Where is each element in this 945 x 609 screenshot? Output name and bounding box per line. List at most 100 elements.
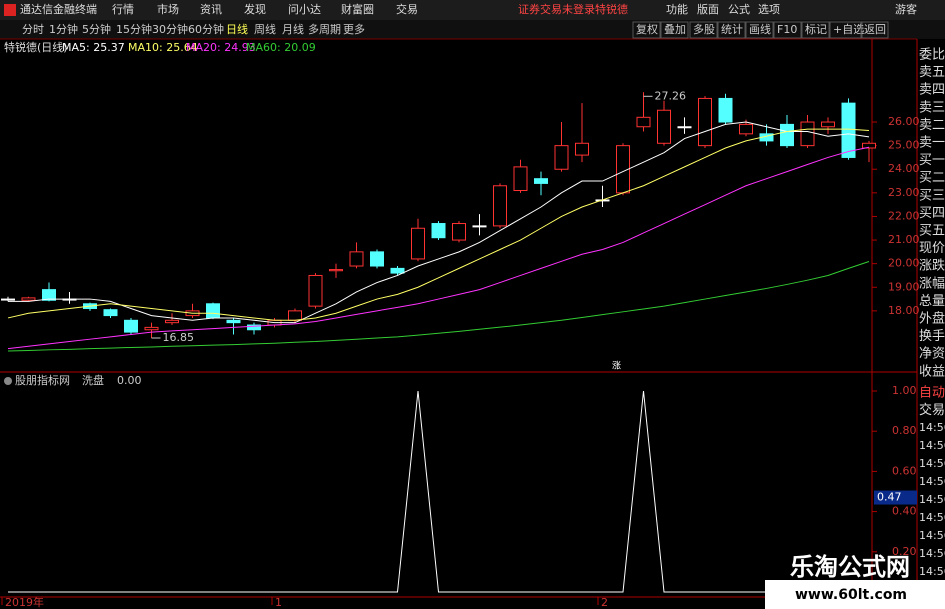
- period-tab[interactable]: 更多: [343, 22, 365, 36]
- y-tick-label: 0.80: [892, 424, 917, 437]
- toolbar-button[interactable]: F10: [777, 23, 797, 36]
- period-tab[interactable]: 15分钟: [116, 22, 152, 36]
- y-tick-label: 18.00: [888, 304, 920, 317]
- quote-label: 总量: [919, 294, 945, 309]
- quote-label: 卖四: [919, 83, 945, 98]
- tick-time: 14:56: [919, 475, 945, 488]
- trade-label: 自动: [919, 386, 945, 401]
- candle-body: [329, 269, 343, 272]
- quote-label: 买一: [919, 153, 945, 168]
- period-tab[interactable]: 多周期: [308, 22, 341, 36]
- menu-right[interactable]: 公式: [728, 3, 750, 16]
- period-tab[interactable]: 日线: [226, 22, 248, 36]
- app-name: 通达信金融终端: [20, 2, 97, 16]
- menu-item[interactable]: 交易: [396, 2, 418, 16]
- candle-body: [452, 223, 466, 241]
- candle-body: [390, 267, 405, 274]
- menu-right[interactable]: 功能: [666, 2, 688, 16]
- button-frame: [632, 21, 661, 39]
- menu-item[interactable]: 发现: [244, 2, 266, 16]
- quote-label: 委比: [919, 48, 945, 63]
- toolbar-button[interactable]: 叠加: [664, 23, 686, 36]
- ma-line: [7, 128, 870, 321]
- candle-body: [513, 166, 528, 191]
- tick-time: 14:56: [919, 511, 945, 524]
- candle-body: [575, 142, 589, 156]
- menu-right[interactable]: 选项: [758, 3, 780, 16]
- candle-body: [554, 145, 569, 170]
- toolbar-button[interactable]: +自选: [833, 23, 864, 36]
- candle-body: [411, 227, 425, 260]
- date-label: 1: [275, 596, 282, 609]
- indicator-line: [8, 390, 869, 593]
- date-label: 2: [601, 596, 608, 609]
- period-tab[interactable]: 5分钟: [82, 22, 111, 36]
- toolbar-button[interactable]: 返回: [864, 23, 886, 36]
- candle-body: [124, 319, 138, 333]
- y-tick-label: 26.00: [888, 115, 920, 128]
- y-tick-label: 24.00: [888, 162, 920, 175]
- y-tick-label: 20.00: [888, 257, 920, 270]
- ma-line: [7, 261, 870, 352]
- candle-body: [657, 109, 671, 144]
- ma-legend: MA10: 25.64: [128, 41, 198, 54]
- candle-body: [821, 121, 835, 128]
- tick-time: 14:56: [919, 529, 945, 542]
- menu-item[interactable]: 行情: [112, 3, 134, 16]
- candle-body: [308, 274, 323, 307]
- toolbar-button[interactable]: 标记: [805, 22, 827, 36]
- tick-time: 14:56: [919, 493, 945, 506]
- period-tab[interactable]: 60分钟: [188, 22, 224, 36]
- toolbar-button[interactable]: 画线: [749, 22, 771, 36]
- y-tick-label: 25.00: [888, 139, 920, 152]
- period-tab[interactable]: 月线: [282, 22, 304, 36]
- tick-time: 14:56: [919, 547, 945, 560]
- quote-label: 卖一: [919, 136, 945, 151]
- candle-body: [698, 97, 712, 147]
- toolbar-button[interactable]: 多股: [693, 22, 715, 36]
- y-tick-label: 1.00: [892, 384, 917, 397]
- menu-item[interactable]: 财富圈: [341, 2, 374, 16]
- button-frame: [801, 21, 830, 39]
- candle-body: [21, 297, 36, 301]
- toolbar-button[interactable]: 统计: [721, 23, 743, 36]
- candle-body: [165, 319, 179, 324]
- menu-item[interactable]: 问小达: [288, 3, 321, 16]
- menu-item[interactable]: 资讯: [200, 3, 222, 16]
- indicator-name: 洗盘: [82, 373, 104, 387]
- period-tab[interactable]: 分时: [22, 23, 44, 36]
- candle-body: [103, 309, 118, 317]
- cursor-label: 0.47: [877, 491, 902, 504]
- quote-label: 涨幅: [919, 276, 945, 291]
- candle-body: [349, 251, 364, 267]
- period-tab[interactable]: 1分钟: [49, 22, 78, 36]
- y-tick-label: 23.00: [888, 186, 920, 199]
- y-tick-label: 19.00: [888, 280, 920, 293]
- button-frame: [660, 21, 689, 39]
- quote-label: 买三: [919, 188, 945, 203]
- rise-marker: 涨: [612, 361, 621, 372]
- button-frame: [773, 21, 802, 39]
- candle-body: [472, 225, 487, 228]
- toolbar-button[interactable]: 复权: [636, 22, 658, 36]
- ma-legend: MA60: 20.09: [246, 41, 316, 54]
- quote-label: 买四: [919, 206, 945, 221]
- candle-body: [677, 126, 692, 129]
- quote-label: 卖二: [919, 118, 945, 133]
- period-tab[interactable]: 周线: [254, 22, 276, 36]
- quote-label: 买二: [919, 171, 945, 186]
- quote-label: 现价: [919, 241, 945, 256]
- menu-right[interactable]: 版面: [697, 2, 719, 16]
- indicator-value: 0.00: [117, 374, 142, 387]
- quote-label: 卖三: [919, 100, 945, 115]
- quote-label: 外盘: [919, 311, 945, 327]
- ma-legend: MA5: 25.37: [62, 41, 125, 54]
- y-tick-label: 0.60: [892, 464, 917, 477]
- period-tab[interactable]: 30分钟: [152, 22, 188, 36]
- candle-body: [862, 142, 876, 149]
- candle-body: [493, 185, 507, 227]
- date-label: 2019年: [5, 595, 44, 609]
- candle-body: [370, 251, 384, 267]
- candle-body: [780, 123, 794, 147]
- menu-item[interactable]: 市场: [157, 2, 179, 16]
